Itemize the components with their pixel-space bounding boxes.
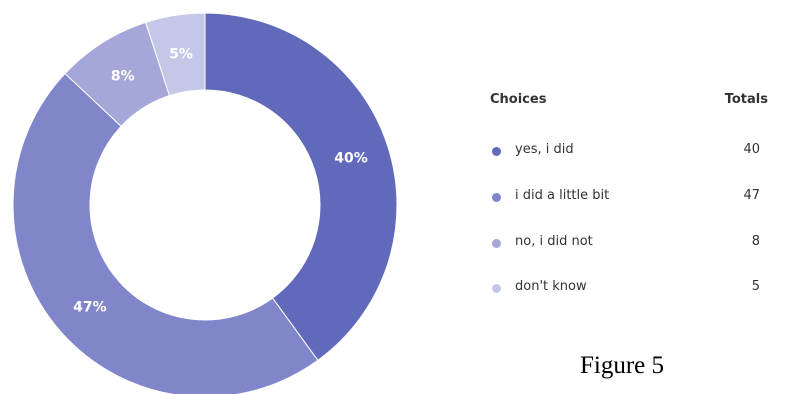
donut-slice-1 [12, 72, 319, 394]
legend-row: no, i did not 8 [488, 234, 778, 254]
legend-choice-label: don't know [515, 279, 587, 294]
slice-percent-label-2: 8% [111, 68, 135, 84]
donut-slice-3 [145, 12, 206, 97]
slice-percent-label-1: 47% [73, 300, 107, 316]
legend-dot-icon [492, 147, 501, 156]
legend-dot-icon [492, 239, 501, 248]
legend-total-value: 5 [751, 279, 760, 294]
legend-total-value: 40 [743, 142, 760, 157]
legend-table: Choices Totals yes, i did 40 i did a littl… [488, 92, 778, 294]
legend-dot-icon [492, 193, 501, 202]
legend-choice-label: yes, i did [515, 142, 574, 157]
legend-header-choices: Choices [490, 92, 547, 107]
legend-header-totals: Totals [724, 92, 768, 107]
legend-total-value: 8 [751, 234, 760, 249]
legend-choice-label: no, i did not [515, 234, 593, 249]
legend-row: yes, i did 40 [488, 142, 778, 162]
legend-choice-label: i did a little bit [515, 188, 610, 203]
legend-row: don't know 5 [488, 279, 778, 299]
legend-total-value: 47 [743, 188, 760, 203]
legend-header: Choices Totals [488, 92, 778, 116]
slice-percent-label-0: 40% [334, 151, 368, 167]
slice-percent-label-3: 5% [169, 46, 193, 62]
legend-dot-icon [492, 284, 501, 293]
legend-row: i did a little bit 47 [488, 188, 778, 208]
donut-chart: 40% 47% 8% 5% [12, 12, 398, 394]
figure-caption: Figure 5 [580, 352, 665, 379]
donut-slice-0 [204, 12, 398, 362]
